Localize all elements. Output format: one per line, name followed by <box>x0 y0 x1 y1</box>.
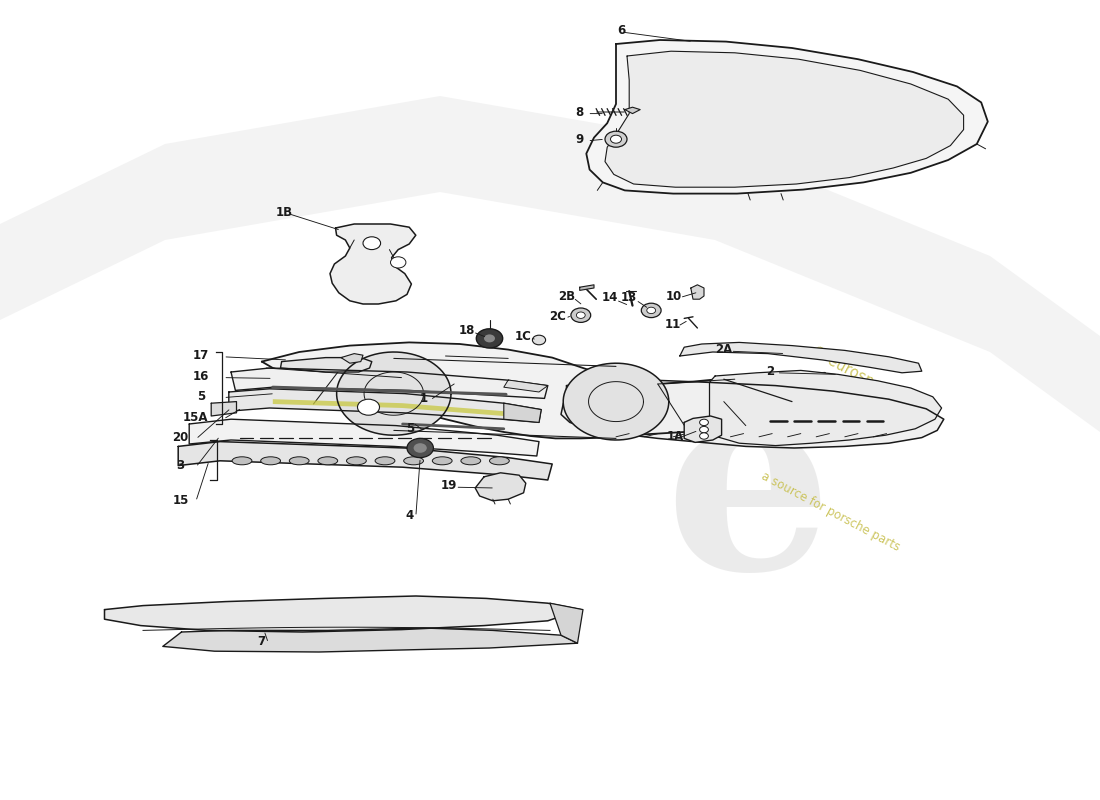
Polygon shape <box>580 285 594 290</box>
Polygon shape <box>504 380 548 392</box>
Text: 2C: 2C <box>549 310 566 323</box>
Polygon shape <box>211 402 236 416</box>
Circle shape <box>576 312 585 318</box>
Polygon shape <box>280 358 372 372</box>
Text: 15: 15 <box>173 494 188 506</box>
Polygon shape <box>605 51 964 187</box>
Polygon shape <box>229 389 541 422</box>
Polygon shape <box>563 363 669 440</box>
Text: 9: 9 <box>575 133 584 146</box>
Polygon shape <box>680 342 922 373</box>
Polygon shape <box>550 603 583 643</box>
Text: 1: 1 <box>419 392 428 405</box>
Text: 2B: 2B <box>558 290 575 302</box>
Circle shape <box>414 443 427 453</box>
Text: a source for porsche parts: a source for porsche parts <box>759 470 902 554</box>
Text: 11: 11 <box>666 318 681 331</box>
Polygon shape <box>273 399 504 416</box>
Circle shape <box>700 426 708 433</box>
Polygon shape <box>710 370 942 446</box>
Text: 8: 8 <box>575 106 584 118</box>
Text: 17: 17 <box>194 349 209 362</box>
Circle shape <box>700 419 708 426</box>
Polygon shape <box>163 628 578 652</box>
Text: 2A: 2A <box>715 343 733 356</box>
Text: 6: 6 <box>617 24 626 37</box>
Text: 2: 2 <box>766 365 774 378</box>
Ellipse shape <box>318 457 338 465</box>
Circle shape <box>700 433 708 439</box>
Polygon shape <box>561 380 944 448</box>
Circle shape <box>641 303 661 318</box>
Text: 3: 3 <box>176 459 185 472</box>
Polygon shape <box>504 403 541 422</box>
Text: 18: 18 <box>459 324 474 337</box>
Text: 15A: 15A <box>183 411 209 424</box>
Circle shape <box>476 329 503 348</box>
Polygon shape <box>231 368 548 398</box>
Text: 10: 10 <box>667 290 682 302</box>
Text: 5: 5 <box>197 390 206 402</box>
Text: 4: 4 <box>405 509 414 522</box>
Text: 13: 13 <box>621 291 637 304</box>
Polygon shape <box>341 354 363 363</box>
Ellipse shape <box>346 457 366 465</box>
Circle shape <box>390 257 406 268</box>
Polygon shape <box>262 342 827 438</box>
Polygon shape <box>337 352 451 435</box>
Circle shape <box>407 438 433 458</box>
Ellipse shape <box>232 457 252 465</box>
Circle shape <box>363 237 381 250</box>
Circle shape <box>647 307 656 314</box>
Polygon shape <box>586 40 988 194</box>
Text: 5: 5 <box>406 422 415 435</box>
Circle shape <box>610 135 621 143</box>
Polygon shape <box>684 416 722 442</box>
Ellipse shape <box>261 457 280 465</box>
Circle shape <box>358 399 379 415</box>
Text: © eurospares 1985: © eurospares 1985 <box>808 344 940 424</box>
Polygon shape <box>691 285 704 299</box>
Polygon shape <box>625 107 640 114</box>
Text: 19: 19 <box>441 479 456 492</box>
Text: 7: 7 <box>257 635 266 648</box>
Ellipse shape <box>404 457 424 465</box>
Ellipse shape <box>289 457 309 465</box>
Polygon shape <box>475 473 526 501</box>
Text: 1B: 1B <box>275 206 293 218</box>
Circle shape <box>532 335 546 345</box>
Polygon shape <box>189 419 539 456</box>
Text: 1C: 1C <box>515 330 532 342</box>
Text: 14: 14 <box>602 291 617 304</box>
Text: 20: 20 <box>173 431 188 444</box>
Polygon shape <box>0 96 1100 432</box>
Text: e: e <box>664 368 832 624</box>
Polygon shape <box>104 596 581 632</box>
Polygon shape <box>330 224 416 304</box>
Text: 1A: 1A <box>667 430 684 442</box>
Ellipse shape <box>432 457 452 465</box>
Circle shape <box>605 131 627 147</box>
Ellipse shape <box>490 457 509 465</box>
Ellipse shape <box>461 457 481 465</box>
Circle shape <box>484 334 495 342</box>
Text: 16: 16 <box>194 370 209 382</box>
Ellipse shape <box>375 457 395 465</box>
Polygon shape <box>178 442 552 480</box>
Circle shape <box>571 308 591 322</box>
